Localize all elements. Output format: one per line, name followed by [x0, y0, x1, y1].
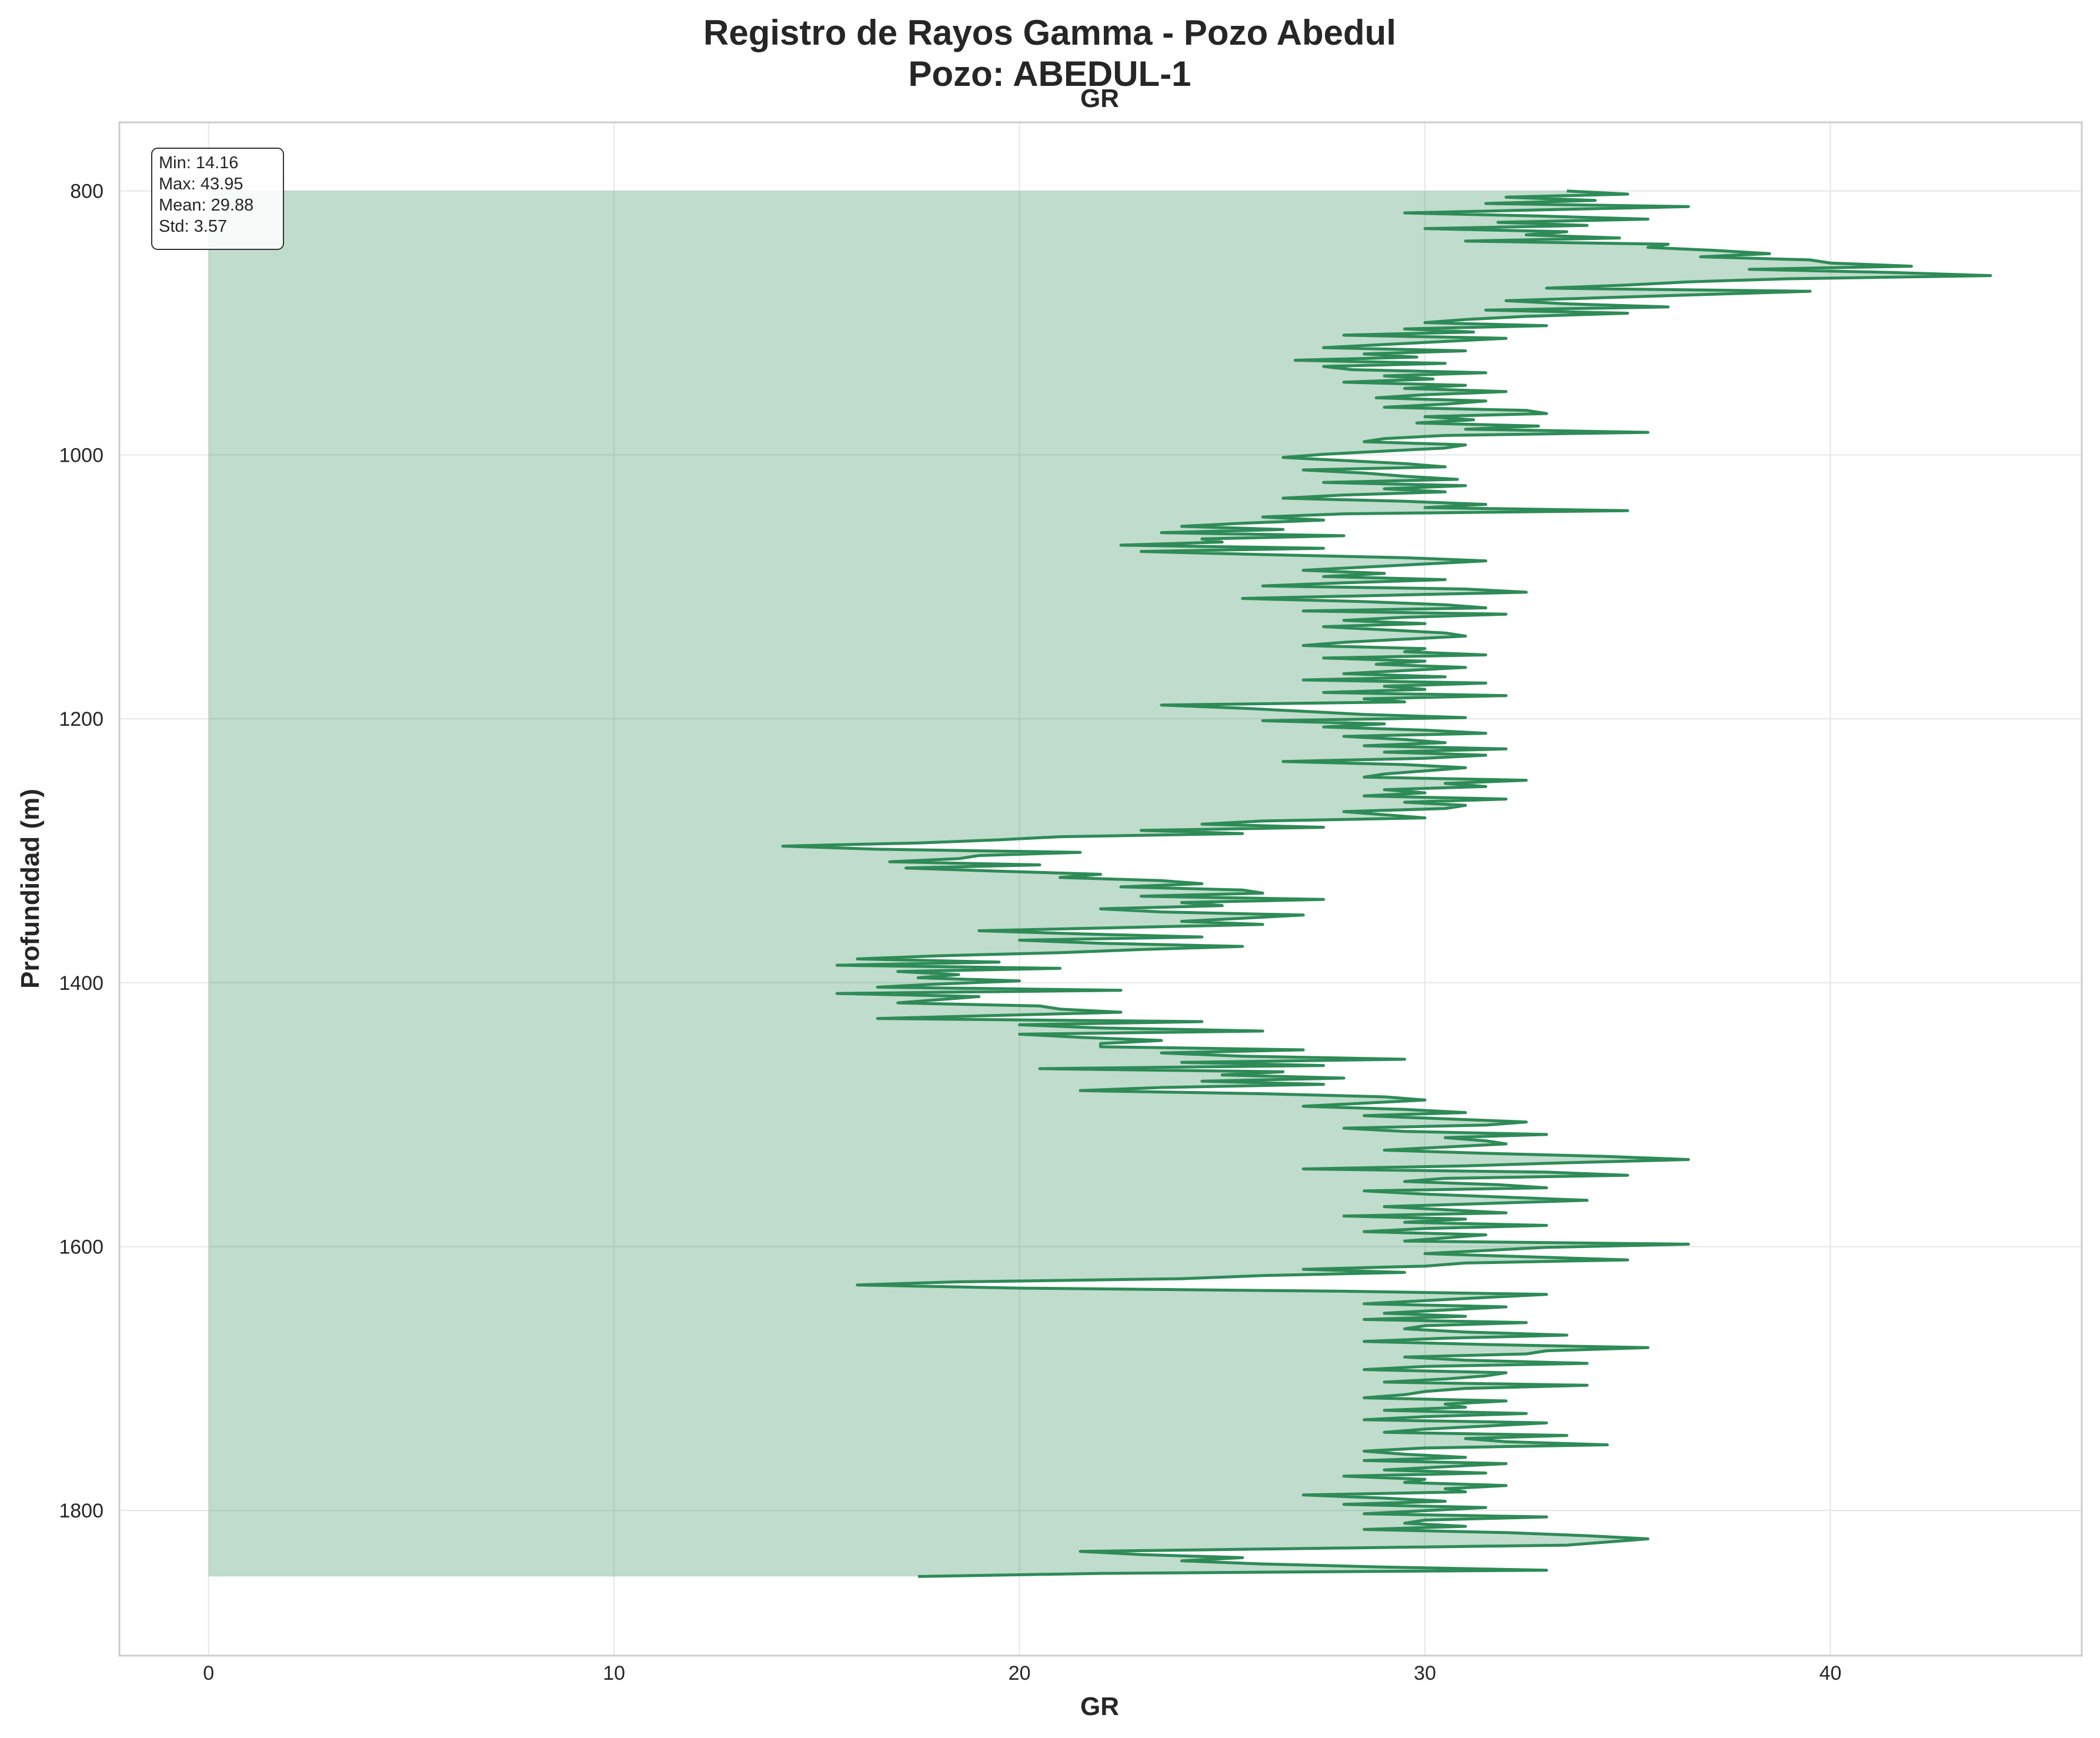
- x-axis-label: GR: [1080, 1692, 1119, 1721]
- stats-mean: Mean: 29.88: [159, 196, 253, 215]
- x-tick-label: 40: [1819, 1662, 1842, 1684]
- stats-max: Max: 43.95: [159, 175, 243, 194]
- x-tick-label: 20: [1009, 1662, 1031, 1684]
- y-axis-ticks: 800 1000 1200 1400 1600 1800: [59, 181, 104, 1523]
- x-tick-label: 10: [603, 1662, 625, 1684]
- plot-area: [119, 122, 2082, 1656]
- gr-fill-area: [208, 191, 1991, 1577]
- axes-title: GR: [1080, 84, 1119, 113]
- x-axis-ticks: 0 10 20 30 40: [203, 1662, 1841, 1684]
- y-tick-label: 1000: [59, 444, 104, 466]
- x-tick-label: 0: [203, 1662, 214, 1684]
- figure-title-line1: Registro de Rayos Gamma - Pozo Abedul: [703, 13, 1396, 52]
- y-tick-label: 1600: [59, 1236, 104, 1259]
- x-tick-label: 30: [1414, 1662, 1436, 1684]
- stats-box-background: [151, 148, 284, 250]
- stats-std: Std: 3.57: [159, 217, 227, 236]
- y-tick-label: 1400: [59, 972, 104, 995]
- y-tick-label: 1200: [59, 708, 104, 730]
- stats-box: Min: 14.16 Max: 43.95 Mean: 29.88 Std: 3…: [151, 148, 284, 250]
- y-tick-label: 800: [70, 181, 104, 203]
- y-axis-label: Profundidad (m): [16, 789, 45, 989]
- gr-series-line: [781, 189, 1992, 1578]
- figure-title-line2: Pozo: ABEDUL-1: [908, 54, 1191, 94]
- y-tick-label: 1800: [59, 1500, 104, 1522]
- plot-frame: [118, 121, 2083, 1657]
- stats-min: Min: 14.16: [159, 154, 238, 172]
